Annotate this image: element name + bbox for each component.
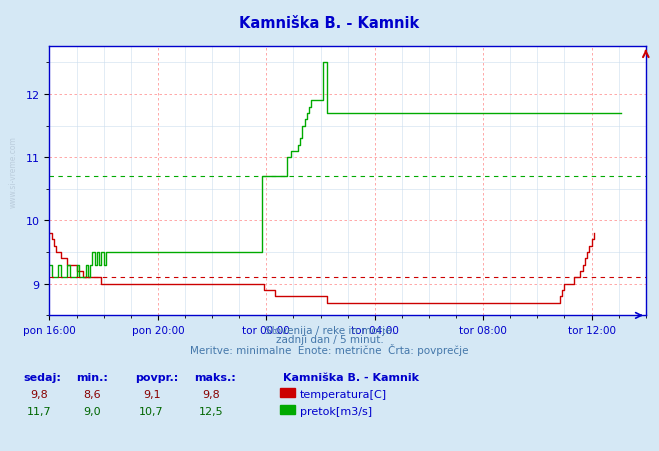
Text: povpr.:: povpr.: — [135, 372, 179, 382]
Text: 8,6: 8,6 — [84, 389, 101, 399]
Text: sedaj:: sedaj: — [23, 372, 61, 382]
Text: 9,1: 9,1 — [143, 389, 160, 399]
Text: maks.:: maks.: — [194, 372, 236, 382]
Text: 10,7: 10,7 — [139, 406, 164, 416]
Text: 11,7: 11,7 — [27, 406, 52, 416]
Text: min.:: min.: — [76, 372, 107, 382]
Text: Kamniška B. - Kamnik: Kamniška B. - Kamnik — [283, 372, 419, 382]
Text: zadnji dan / 5 minut.: zadnji dan / 5 minut. — [275, 335, 384, 345]
Text: 9,8: 9,8 — [31, 389, 48, 399]
Text: Slovenija / reke in morje.: Slovenija / reke in morje. — [264, 326, 395, 336]
Text: www.si-vreme.com: www.si-vreme.com — [9, 135, 18, 207]
Text: 9,8: 9,8 — [202, 389, 219, 399]
Text: Meritve: minimalne  Enote: metrične  Črta: povprečje: Meritve: minimalne Enote: metrične Črta:… — [190, 344, 469, 356]
Text: temperatura[C]: temperatura[C] — [300, 389, 387, 399]
Text: 12,5: 12,5 — [198, 406, 223, 416]
Text: Kamniška B. - Kamnik: Kamniška B. - Kamnik — [239, 16, 420, 31]
Text: pretok[m3/s]: pretok[m3/s] — [300, 406, 372, 416]
Text: 9,0: 9,0 — [84, 406, 101, 416]
